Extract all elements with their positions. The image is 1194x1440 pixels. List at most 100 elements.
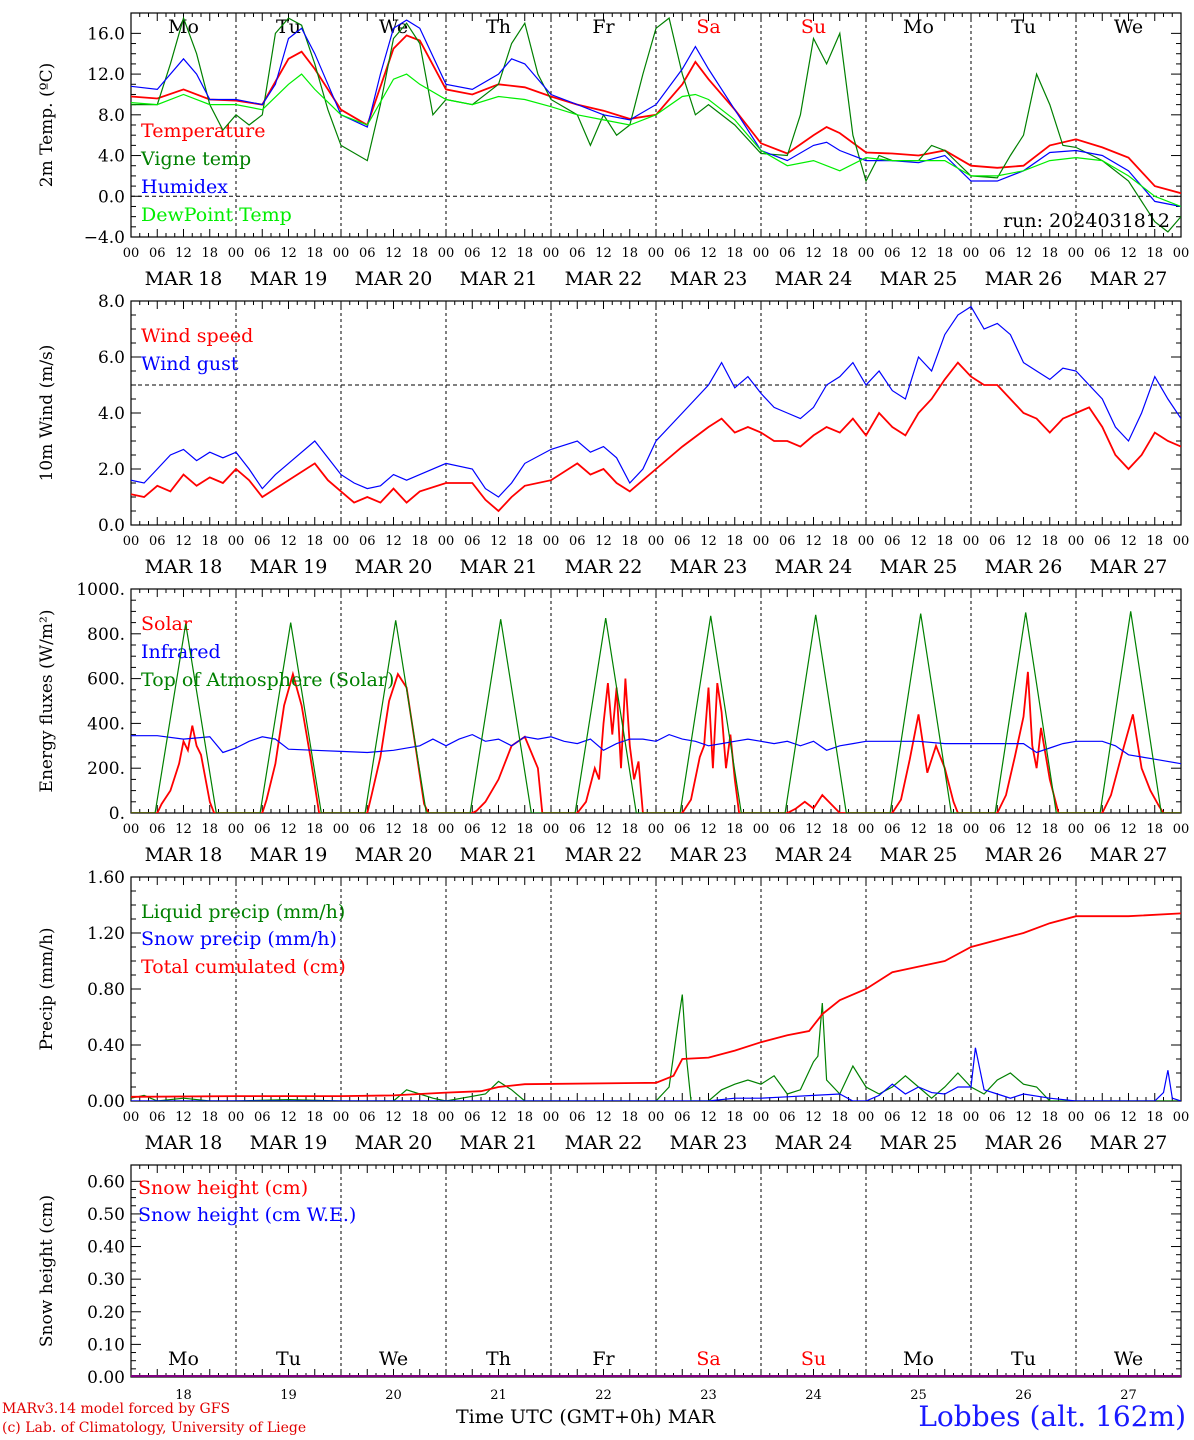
legend-entry: Total cumulated (cm) bbox=[141, 956, 346, 978]
x-hour-label: 18 bbox=[411, 1110, 428, 1125]
x-hour-label: 12 bbox=[385, 1110, 402, 1125]
y-axis-title: 2m Temp. (ºC) bbox=[37, 63, 57, 188]
x-hour-label: 00 bbox=[123, 246, 140, 261]
x-hour-label: 06 bbox=[569, 534, 586, 549]
weekday-label: We bbox=[1114, 1348, 1143, 1370]
x-hour-label: 00 bbox=[963, 822, 980, 837]
x-date-label: MAR 18 bbox=[145, 1132, 223, 1154]
x-hour-label: 12 bbox=[490, 822, 507, 837]
weekday-label: Tu bbox=[1011, 16, 1036, 38]
x-hour-label: 18 bbox=[1041, 534, 1058, 549]
series-line bbox=[131, 361, 1181, 513]
x-hour-label: 18 bbox=[726, 246, 743, 261]
x-date-label: MAR 18 bbox=[145, 844, 223, 866]
x-hour-label: 06 bbox=[359, 246, 376, 261]
x-hour-label: 06 bbox=[1094, 246, 1111, 261]
x-hour-label: 18 bbox=[726, 822, 743, 837]
x-hour-label: 18 bbox=[936, 246, 953, 261]
x-hour-label: 00 bbox=[228, 1110, 245, 1125]
x-hour-label: 06 bbox=[254, 1110, 271, 1125]
x-hour-label: 00 bbox=[1068, 246, 1085, 261]
y-tick-label: 8.0 bbox=[98, 106, 125, 126]
x-hour-label: 00 bbox=[1068, 534, 1085, 549]
x-day-number: 21 bbox=[490, 1388, 507, 1403]
x-hour-label: 12 bbox=[280, 1110, 297, 1125]
x-hour-label: 00 bbox=[123, 822, 140, 837]
y-tick-label: 0.60 bbox=[87, 1172, 125, 1192]
x-hour-label: 12 bbox=[1120, 1110, 1137, 1125]
x-hour-label: 06 bbox=[989, 246, 1006, 261]
x-day-number: 23 bbox=[700, 1388, 717, 1403]
x-hour-label: 00 bbox=[543, 534, 560, 549]
y-tick-label: 2.0 bbox=[98, 460, 125, 480]
x-hour-label: 06 bbox=[884, 822, 901, 837]
x-date-label: MAR 27 bbox=[1090, 1132, 1168, 1154]
x-hour-label: 12 bbox=[805, 246, 822, 261]
x-hour-label: 00 bbox=[858, 822, 875, 837]
x-hour-label: 18 bbox=[306, 1110, 323, 1125]
x-hour-label: 06 bbox=[359, 1110, 376, 1125]
x-hour-label: 00 bbox=[438, 534, 455, 549]
x-hour-label: 00 bbox=[228, 534, 245, 549]
x-hour-label: 18 bbox=[306, 534, 323, 549]
x-hour-label: 18 bbox=[621, 534, 638, 549]
x-hour-label: 12 bbox=[175, 1110, 192, 1125]
x-hour-label: 06 bbox=[884, 534, 901, 549]
weekday-label: Tu bbox=[1011, 1348, 1036, 1370]
x-date-label: MAR 23 bbox=[670, 1132, 748, 1154]
x-hour-label: 06 bbox=[464, 1110, 481, 1125]
x-hour-label: 18 bbox=[936, 1110, 953, 1125]
y-tick-label: 6.0 bbox=[98, 348, 125, 368]
x-hour-label: 12 bbox=[1120, 822, 1137, 837]
x-hour-label: 00 bbox=[543, 246, 560, 261]
panel-4: 0.00 0.40 0.80 1.20 1.60 Precip (mm/h) 00 06 12 1… bbox=[37, 868, 1189, 1154]
x-hour-label: 06 bbox=[779, 246, 796, 261]
y-tick-label: 0.40 bbox=[87, 1238, 125, 1258]
x-hour-label: 06 bbox=[674, 246, 691, 261]
x-hour-label: 12 bbox=[700, 534, 717, 549]
x-hour-label: 06 bbox=[149, 1110, 166, 1125]
x-hour-label: 00 bbox=[963, 246, 980, 261]
legend-entry: Vigne temp bbox=[140, 148, 251, 170]
x-hour-label: 12 bbox=[1120, 534, 1137, 549]
x-hour-label: 06 bbox=[359, 822, 376, 837]
x-hour-label: 06 bbox=[464, 246, 481, 261]
y-tick-label: 1.20 bbox=[87, 924, 125, 944]
x-hour-label: 00 bbox=[1173, 534, 1190, 549]
weekday-label: Sa bbox=[696, 16, 720, 38]
weekday-label: Fr bbox=[592, 16, 615, 38]
x-hour-label: 06 bbox=[779, 534, 796, 549]
panel-5: 0.00 0.10 0.20 0.30 0.40 0.50 0.60 Snow height … bbox=[37, 1164, 1182, 1403]
x-hour-label: 06 bbox=[989, 534, 1006, 549]
x-hour-label: 06 bbox=[1094, 822, 1111, 837]
x-hour-label: 06 bbox=[254, 246, 271, 261]
x-hour-label: 00 bbox=[438, 246, 455, 261]
y-tick-label: −4.0 bbox=[84, 228, 125, 248]
legend-entry: Snow precip (mm/h) bbox=[141, 928, 337, 950]
x-hour-label: 00 bbox=[648, 1110, 665, 1125]
y-tick-label: 0.10 bbox=[87, 1335, 125, 1355]
y-tick-label: 1000. bbox=[76, 580, 125, 600]
x-date-label: MAR 24 bbox=[775, 268, 853, 290]
x-hour-label: 06 bbox=[464, 534, 481, 549]
y-tick-label: 16.0 bbox=[87, 24, 125, 44]
x-hour-label: 12 bbox=[1015, 822, 1032, 837]
x-hour-label: 18 bbox=[516, 246, 533, 261]
x-date-label: MAR 26 bbox=[985, 844, 1063, 866]
x-date-label: MAR 27 bbox=[1090, 556, 1168, 578]
model-credit: MARv3.14 model forced by GFS bbox=[2, 1401, 231, 1417]
weekday-label: Mo bbox=[168, 1348, 199, 1370]
x-hour-label: 00 bbox=[963, 534, 980, 549]
y-tick-label: 4.0 bbox=[98, 147, 125, 167]
panel-1: −4.0 0.0 4.0 8.0 12.0 16.0 2m Temp. (ºC) 00 06 12… bbox=[37, 12, 1189, 290]
x-date-label: MAR 20 bbox=[355, 556, 433, 578]
x-date-label: MAR 23 bbox=[670, 844, 748, 866]
x-date-label: MAR 20 bbox=[355, 844, 433, 866]
x-date-label: MAR 19 bbox=[250, 844, 328, 866]
x-axis-title: Time UTC (GMT+0h) MAR bbox=[456, 1406, 716, 1428]
x-date-label: MAR 19 bbox=[250, 268, 328, 290]
x-hour-label: 00 bbox=[648, 822, 665, 837]
x-hour-label: 06 bbox=[989, 822, 1006, 837]
x-date-label: MAR 26 bbox=[985, 556, 1063, 578]
x-hour-label: 12 bbox=[910, 246, 927, 261]
